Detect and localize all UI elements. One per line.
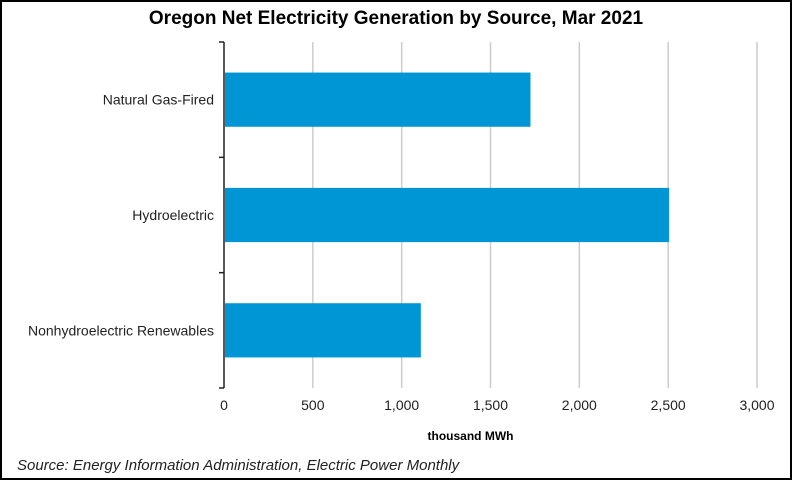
category-label: Hydroelectric (132, 207, 214, 223)
x-tick-label: 1,000 (384, 397, 419, 413)
bar-hydroelectric (225, 187, 670, 243)
x-tick-label: 2,000 (562, 397, 597, 413)
category-label: Nonhydroelectric Renewables (28, 322, 214, 338)
category-label: Natural Gas-Fired (103, 92, 214, 108)
x-axis-label: thousand MWh (428, 429, 514, 443)
source-note: Source: Energy Information Administratio… (17, 457, 460, 474)
x-tick-label: 0 (220, 397, 228, 413)
bar-nonhydroelectric-renewables (225, 303, 421, 358)
x-tick-label: 2,500 (651, 397, 686, 413)
chart-title: Oregon Net Electricity Generation by Sou… (148, 8, 644, 29)
bar-natural-gas-fired (225, 72, 531, 127)
x-tick-label: 500 (301, 397, 325, 413)
x-tick-label: 1,500 (473, 397, 508, 413)
x-tick-label: 3,000 (739, 397, 774, 413)
